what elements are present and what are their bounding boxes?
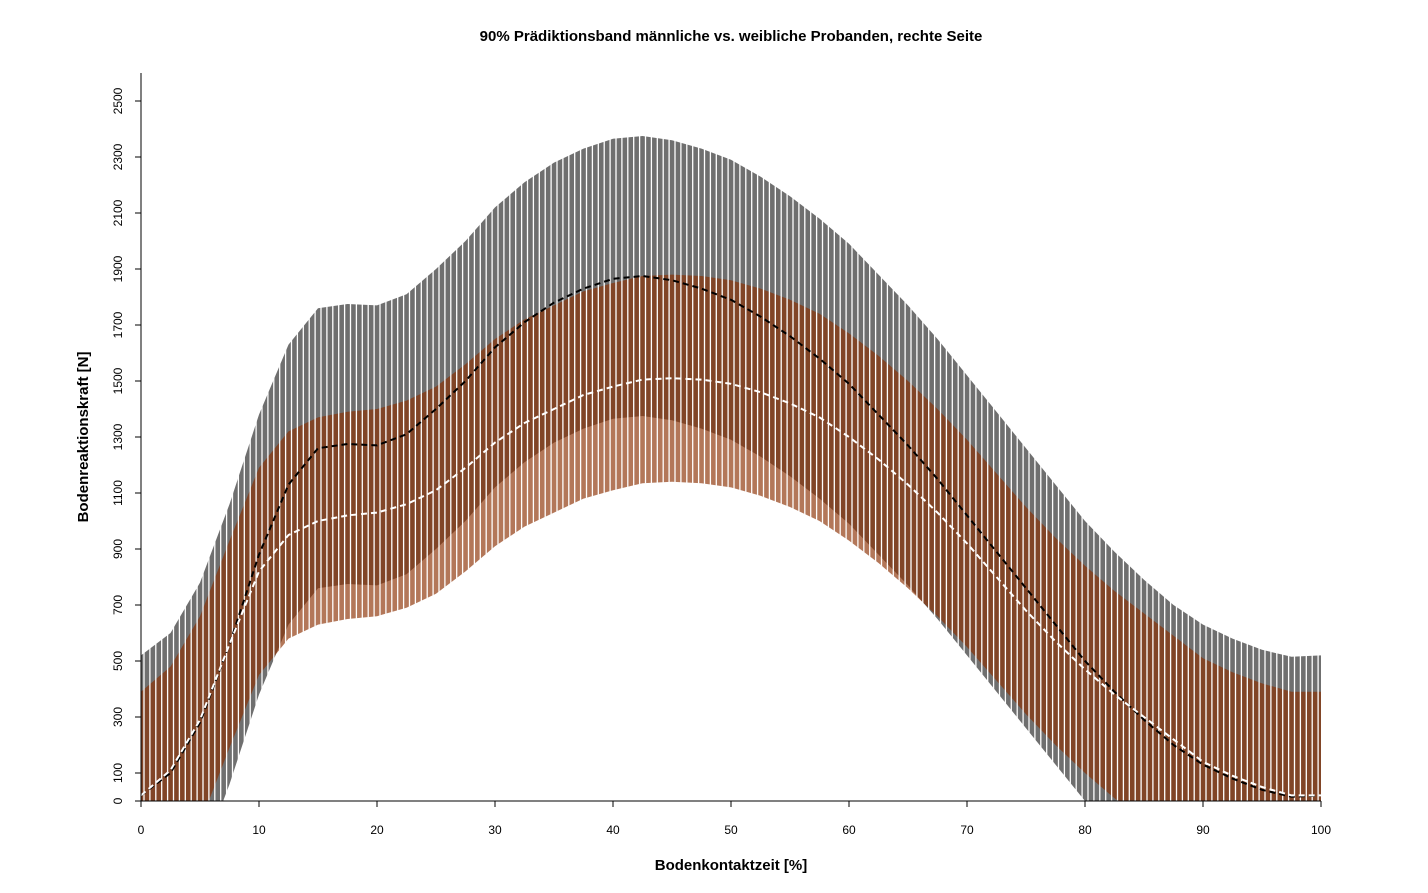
mean-line	[141, 377, 1321, 797]
y-axis-label: Bodenreaktionskraft [N]	[75, 352, 92, 523]
y-tick-label: 2500	[111, 87, 125, 114]
y-tick-label: 900	[111, 539, 125, 559]
plot-area	[141, 73, 1321, 801]
x-axis-label: Bodenkontaktzeit [%]	[655, 857, 808, 874]
band-area	[141, 274, 1321, 801]
y-tick-label: 1500	[111, 367, 125, 394]
x-tick-label: 0	[138, 823, 145, 837]
y-tick-label: 1700	[111, 311, 125, 338]
x-tick-label: 50	[724, 823, 738, 837]
x-tick-label: 40	[606, 823, 620, 837]
y-tick-label: 1900	[111, 255, 125, 282]
x-tick-label: 90	[1196, 823, 1210, 837]
y-tick-label: 1100	[111, 480, 125, 506]
y-tick-label: 700	[111, 595, 125, 615]
mean-line	[141, 274, 1321, 798]
x-tick-label: 20	[370, 823, 384, 837]
chart-title: 90% Prädiktionsband männliche vs. weibli…	[480, 28, 983, 45]
x-tick-label: 10	[252, 823, 266, 837]
x-tick-label: 70	[960, 823, 974, 837]
y-tick-label: 100	[111, 763, 125, 783]
y-tick-label: 1300	[111, 423, 125, 450]
y-tick-label: 0	[111, 797, 125, 804]
x-tick-label: 100	[1311, 823, 1331, 837]
y-tick-label: 2100	[111, 199, 125, 226]
x-tick-label: 80	[1078, 823, 1092, 837]
y-tick-label: 500	[111, 651, 125, 671]
y-tick-label: 300	[111, 707, 125, 727]
x-tick-label: 30	[488, 823, 502, 837]
y-tick-label: 2300	[111, 143, 125, 170]
x-tick-label: 60	[842, 823, 856, 837]
